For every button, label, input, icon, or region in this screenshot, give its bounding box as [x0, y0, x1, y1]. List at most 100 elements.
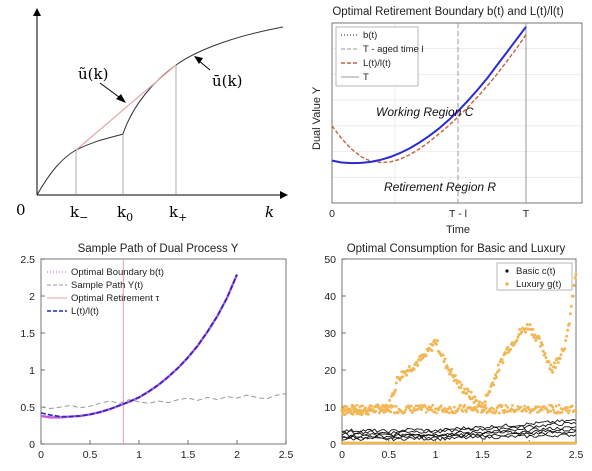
- y-tick-label-2: 1: [29, 365, 35, 377]
- luxury-point-175: [394, 405, 398, 408]
- luxury-point-217: [408, 406, 411, 410]
- legend-label-sample-path: Sample Path Y(t): [71, 280, 143, 291]
- luxury-point-544: [510, 407, 513, 411]
- basic-path-4: [341, 419, 577, 434]
- luxury-point-747: [573, 276, 577, 280]
- luxury-point-286: [429, 405, 433, 409]
- luxury-point-49: [355, 403, 359, 407]
- luxury-point-669: [549, 363, 553, 367]
- luxury-point-171: [393, 388, 397, 392]
- luxury-point-688: [554, 404, 558, 408]
- luxury-point-216: [407, 365, 411, 368]
- luxury-point-348: [449, 370, 453, 374]
- luxury-point-319: [439, 404, 443, 408]
- legend-marker-luxury: [505, 282, 509, 286]
- luxury-point-408: [467, 395, 471, 399]
- x-tick-label-2: 1: [433, 449, 439, 461]
- legend-label-l-ratio: L(t)/l(t): [71, 306, 99, 317]
- luxury-point-423: [472, 401, 476, 404]
- y-axis-label: Dual Value Y: [311, 86, 323, 150]
- luxury-point-240: [415, 360, 419, 364]
- k-axis-label: k: [265, 203, 274, 221]
- luxury-point-378: [458, 380, 462, 384]
- utilde-lower-curve: [36, 133, 124, 196]
- luxury-point-654: [544, 356, 548, 360]
- basic-path-2: [341, 422, 577, 435]
- luxury-point-202: [403, 410, 407, 414]
- luxury-point-615: [532, 335, 536, 339]
- luxury-point-618: [533, 333, 537, 337]
- luxury-point-739: [570, 404, 574, 408]
- luxury-point-441: [478, 400, 482, 404]
- legend-label-b: b(t): [363, 30, 377, 41]
- luxury-point-598: [526, 405, 530, 409]
- luxury-point-564: [516, 335, 520, 339]
- legend-label-boundary: Optimal Boundary b(t): [71, 267, 164, 278]
- luxury-point-594: [525, 323, 529, 326]
- series-basic-lines: [341, 419, 577, 442]
- y-tick-label-5: 2.5: [20, 254, 35, 266]
- luxury-point-642: [540, 343, 544, 347]
- luxury-point-547: [511, 404, 514, 407]
- luxury-point-729: [567, 322, 571, 326]
- legend-label-luxury: Luxury g(t): [516, 279, 561, 290]
- legend-label-t: T: [363, 72, 369, 83]
- luxury-point-492: [494, 373, 497, 377]
- luxury-point-592: [525, 409, 528, 413]
- luxury-point-376: [457, 406, 461, 410]
- luxury-point-531: [506, 345, 510, 349]
- retirement-region-label: Retirement Region R: [384, 180, 496, 194]
- luxury-point-414: [469, 390, 473, 394]
- luxury-point-702: [559, 353, 563, 357]
- x-tick-label-5: 2.5: [279, 449, 294, 461]
- luxury-point-487: [492, 407, 495, 411]
- luxury-point-576: [520, 330, 524, 334]
- y-tick-label-0: 0: [330, 439, 336, 451]
- luxury-point-39: [352, 405, 356, 408]
- luxury-point-324: [441, 353, 445, 357]
- luxury-point-717: [564, 339, 568, 342]
- working-region-label: Working Region C: [376, 105, 474, 119]
- luxury-point-349: [449, 407, 452, 410]
- chart-title: Optimal Consumption for Basic and Luxury: [347, 243, 566, 255]
- x-axis-label: Time: [446, 224, 470, 235]
- luxury-point-609: [530, 333, 534, 337]
- luxury-point-639: [539, 341, 543, 345]
- luxury-point-304: [435, 411, 438, 415]
- luxury-point-244: [416, 404, 420, 408]
- luxury-point-432: [475, 399, 479, 403]
- luxury-point-67: [361, 404, 364, 408]
- luxury-point-306: [436, 339, 439, 343]
- y-axis-arrow: [33, 8, 41, 16]
- luxury-point-108: [374, 409, 378, 413]
- ubar-arrowhead: [194, 56, 203, 64]
- luxury-point-271: [424, 411, 428, 414]
- luxury-point-205: [404, 408, 407, 412]
- x-tick-label-t-minus-l: T - l: [449, 208, 467, 220]
- k0-label: k0: [117, 203, 133, 224]
- luxury-point-195: [401, 375, 405, 379]
- series-l-over-l-line: [40, 274, 238, 418]
- luxury-point-16: [345, 405, 349, 409]
- luxury-point-477: [489, 384, 493, 388]
- luxury-point-405: [466, 389, 470, 393]
- luxury-point-76: [364, 406, 367, 410]
- luxury-point-400: [465, 410, 468, 414]
- consumption-chart: Optimal Consumption for Basic and Luxury…: [296, 235, 592, 471]
- basic-path-5: [341, 428, 577, 439]
- luxury-point-516: [501, 361, 505, 365]
- y-tick-label-5: 50: [324, 254, 336, 266]
- luxury-point-97: [370, 404, 374, 408]
- concave-hull-tangent: [75, 64, 177, 151]
- legend-marker-basic: [505, 269, 509, 273]
- luxury-point-223: [409, 404, 413, 408]
- luxury-point-697: [557, 403, 561, 407]
- luxury-point-253: [419, 403, 422, 407]
- x-tick-label-0: 0: [339, 449, 345, 461]
- luxury-point-751: [574, 409, 578, 413]
- luxury-point-526: [504, 404, 508, 407]
- origin-label: 0: [16, 201, 26, 219]
- luxury-point-292: [431, 403, 435, 407]
- luxury-point-588: [524, 330, 527, 334]
- luxury-point-36: [351, 412, 355, 416]
